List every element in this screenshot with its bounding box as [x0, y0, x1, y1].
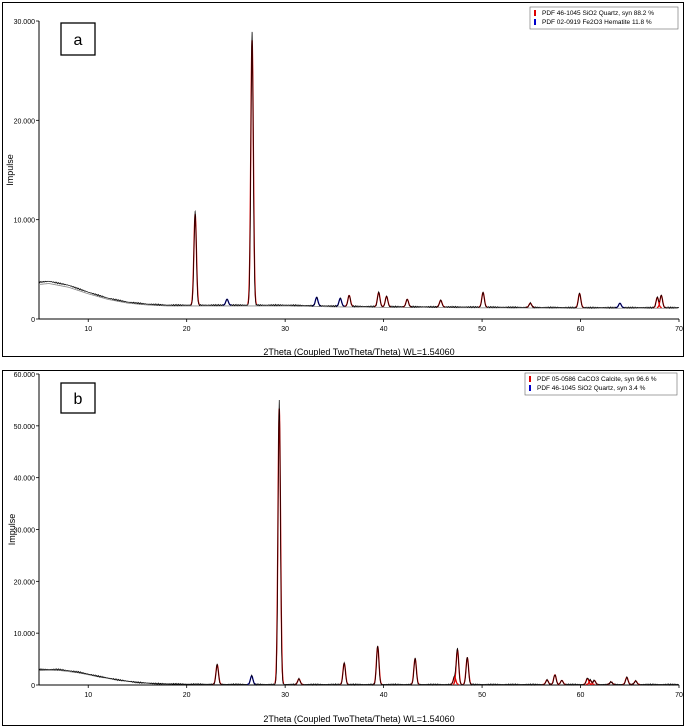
- legend: PDF 05-0586 CaCO3 Calcite, syn 96.6 % PDF…: [524, 372, 678, 396]
- y-tick-label: 20.000: [14, 118, 36, 125]
- phase-peak: [294, 678, 304, 686]
- y-tick-label: 20.000: [14, 579, 36, 586]
- x-tick-label: 20: [183, 326, 191, 333]
- x-tick-label: 40: [380, 326, 388, 333]
- phase-peak: [247, 675, 257, 686]
- phase-peak: [247, 40, 258, 305]
- y-tick-label: 60.000: [14, 372, 36, 379]
- phase-peak: [373, 646, 383, 685]
- panel-label-box: [60, 382, 96, 414]
- x-tick-label: 40: [380, 692, 388, 699]
- phase-peak: [190, 214, 200, 306]
- phase-peak: [462, 657, 472, 686]
- legend: PDF 46-1045 SiO2 Quartz, syn 88.2 % PDF 0…: [529, 6, 679, 30]
- y-tick-label: 10.000: [14, 218, 36, 225]
- phase-peak: [274, 408, 285, 685]
- y-tick-label: 30.000: [14, 528, 36, 535]
- y-tick-label: 0: [31, 317, 35, 324]
- xrd-chart-a: 0 10.000 20.000 30.000 10 20 30 40 50 60 70 2Theta …: [5, 6, 683, 356]
- x-tick-label: 60: [577, 692, 585, 699]
- legend-swatch: [529, 385, 531, 391]
- x-tick-label: 60: [577, 326, 585, 333]
- x-tick-label: 30: [281, 692, 289, 699]
- x-axis-label: 2Theta (Coupled TwoTheta/Theta) WL=1.540…: [263, 714, 454, 724]
- phase-peak: [436, 299, 445, 308]
- x-tick-label: 70: [675, 326, 683, 333]
- panel-label: a: [74, 32, 83, 49]
- legend-entry: PDF 46-1045 SiO2 Quartz, syn 88.2 %: [542, 10, 654, 17]
- phase-peak: [344, 294, 354, 307]
- legend-swatch: [529, 376, 531, 382]
- y-tick-label: 50.000: [14, 424, 36, 431]
- y-axis-label: Impulse: [5, 154, 15, 186]
- phase-peak: [335, 297, 345, 307]
- y-axis-label: Impulse: [7, 514, 17, 546]
- phase-peak: [382, 295, 391, 308]
- phase-peak: [550, 674, 560, 686]
- legend-box: [524, 372, 678, 396]
- phase-peak: [585, 679, 595, 686]
- x-tick-label: 10: [84, 326, 92, 333]
- phase-peak: [575, 293, 584, 309]
- x-tick-label: 10: [84, 692, 92, 699]
- phase-peak: [452, 649, 462, 686]
- xrd-panel-b: 0 10.000 20.000 30.000 40.000 50.000 60.000 10 2…: [2, 370, 684, 726]
- phase-peak: [478, 292, 488, 308]
- x-axis-label: 2Theta (Coupled TwoTheta/Theta) WL=1.540…: [263, 347, 454, 356]
- legend-swatch: [534, 10, 536, 16]
- legend-swatch: [534, 19, 536, 25]
- phase-peak: [374, 292, 384, 308]
- legend-entry: PDF 05-0586 CaCO3 Calcite, syn 96.6 %: [537, 376, 657, 383]
- y-tick-label: 40.000: [14, 476, 36, 483]
- x-tick-label: 20: [183, 692, 191, 699]
- phase-peak: [339, 662, 349, 686]
- y-tick-label: 30.000: [14, 19, 36, 26]
- phase-peak: [212, 664, 222, 685]
- x-tick-label: 70: [675, 692, 683, 699]
- legend-entry: PDF 46-1045 SiO2 Quartz, syn 3.4 %: [537, 385, 646, 392]
- legend-box: [529, 6, 679, 30]
- phase-peak: [615, 302, 625, 309]
- measured-pattern-line: [38, 399, 680, 686]
- xrd-panel-a: 0 10.000 20.000 30.000 10 20 30 40 50 60 70 2Theta …: [2, 2, 684, 357]
- panel-label-box: [60, 22, 96, 56]
- legend-entry: PDF 02-0919 Fe2O3 Hematite 11.8 %: [542, 19, 652, 26]
- measured-pattern-line: [38, 31, 680, 309]
- x-tick-label: 30: [281, 326, 289, 333]
- phase-peak: [622, 676, 632, 686]
- y-tick-label: 0: [31, 683, 35, 690]
- phase-peak: [410, 658, 420, 686]
- xrd-chart-b: 0 10.000 20.000 30.000 40.000 50.000 60.000 10 2…: [7, 372, 683, 724]
- x-tick-label: 50: [478, 326, 486, 333]
- panel-label: b: [74, 391, 83, 408]
- x-tick-label: 50: [478, 692, 486, 699]
- y-tick-label: 10.000: [14, 631, 36, 638]
